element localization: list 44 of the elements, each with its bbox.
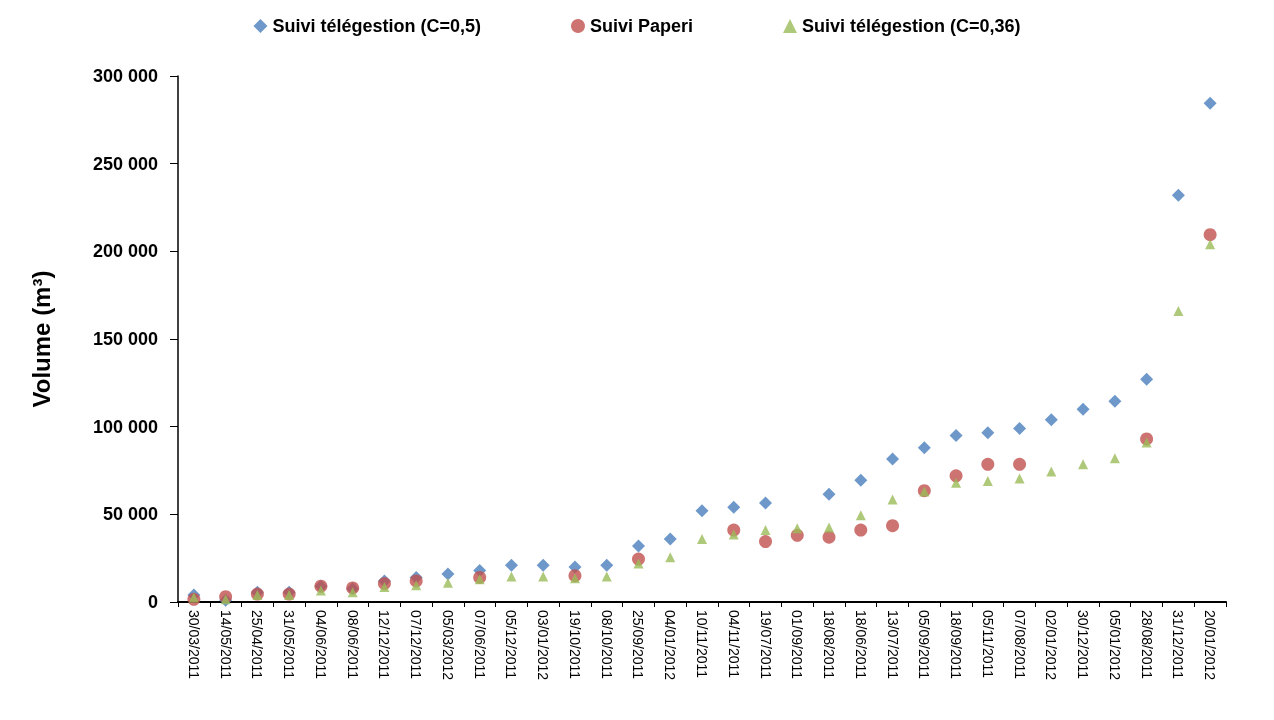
x-tick-label: 05/11/2011 [979, 610, 996, 679]
x-tick-label: 18/09/2011 [948, 610, 965, 680]
x-tick-label: 05/12/2011 [503, 610, 520, 680]
x-tick-label: 04/01/2012 [662, 610, 679, 681]
legend-label: Suivi Paperi [589, 16, 694, 36]
y-tick-label: 50 000 [102, 504, 158, 525]
y-tick-label: 150 000 [92, 329, 158, 349]
x-tick-label: 08/10/2011 [598, 610, 615, 680]
x-tick-label: 10/11/2011 [694, 610, 710, 679]
x-tick-label: 20/01/2012 [1202, 610, 1219, 681]
x-tick-label: 05/01/2012 [1106, 610, 1123, 681]
x-tick-label: 28/08/2011 [1138, 610, 1155, 680]
x-tick-label: 30/03/2011 [185, 610, 202, 680]
x-tick-label: 05/03/2012 [439, 610, 456, 681]
x-tick-label: 03/01/2012 [535, 610, 552, 681]
x-tick-label: 18/06/2011 [852, 610, 869, 680]
y-tick-label: 200 000 [92, 241, 158, 262]
x-tick-label: 07/08/2011 [1011, 610, 1028, 680]
x-tick-label: 01/09/2011 [789, 610, 806, 680]
x-tick-label: 25/04/2011 [249, 610, 266, 680]
x-tick-label: 02/01/2012 [1043, 610, 1060, 681]
x-tick-label: 19/10/2011 [566, 610, 583, 680]
y-tick-label: 250 000 [92, 153, 158, 174]
x-tick-label: 25/09/2011 [630, 610, 647, 680]
x-tick-label: 14/05/2011 [217, 610, 234, 680]
x-tick-label: 31/05/2011 [281, 610, 298, 680]
x-tick-label: 30/12/2011 [1075, 610, 1092, 680]
x-tick-label: 12/12/2011 [376, 610, 393, 680]
x-tick-label: 07/06/2011 [471, 610, 488, 680]
y-axis-title: Volume (m³) [27, 270, 55, 408]
x-tick-label: 07/12/2011 [408, 610, 425, 680]
x-tick-label: 05/09/2011 [916, 610, 933, 680]
x-tick-label: 04/11/2011 [725, 610, 742, 679]
x-tick-label: 04/06/2011 [312, 610, 329, 680]
legend-label: Suivi télégestion (C=0,36) [802, 16, 1021, 36]
x-tick-label: 13/07/2011 [884, 610, 901, 680]
legend-label: Suivi télégestion (C=0,5) [272, 16, 481, 36]
x-tick-label: 08/06/2011 [344, 610, 361, 680]
y-tick-label: 300 000 [92, 66, 158, 86]
y-tick-label: 0 [147, 592, 158, 612]
x-tick-label: 18/08/2011 [821, 610, 838, 680]
y-tick-label: 100 000 [92, 416, 158, 437]
x-tick-label: 19/07/2011 [757, 610, 774, 680]
x-tick-label: 31/12/2011 [1170, 610, 1187, 680]
